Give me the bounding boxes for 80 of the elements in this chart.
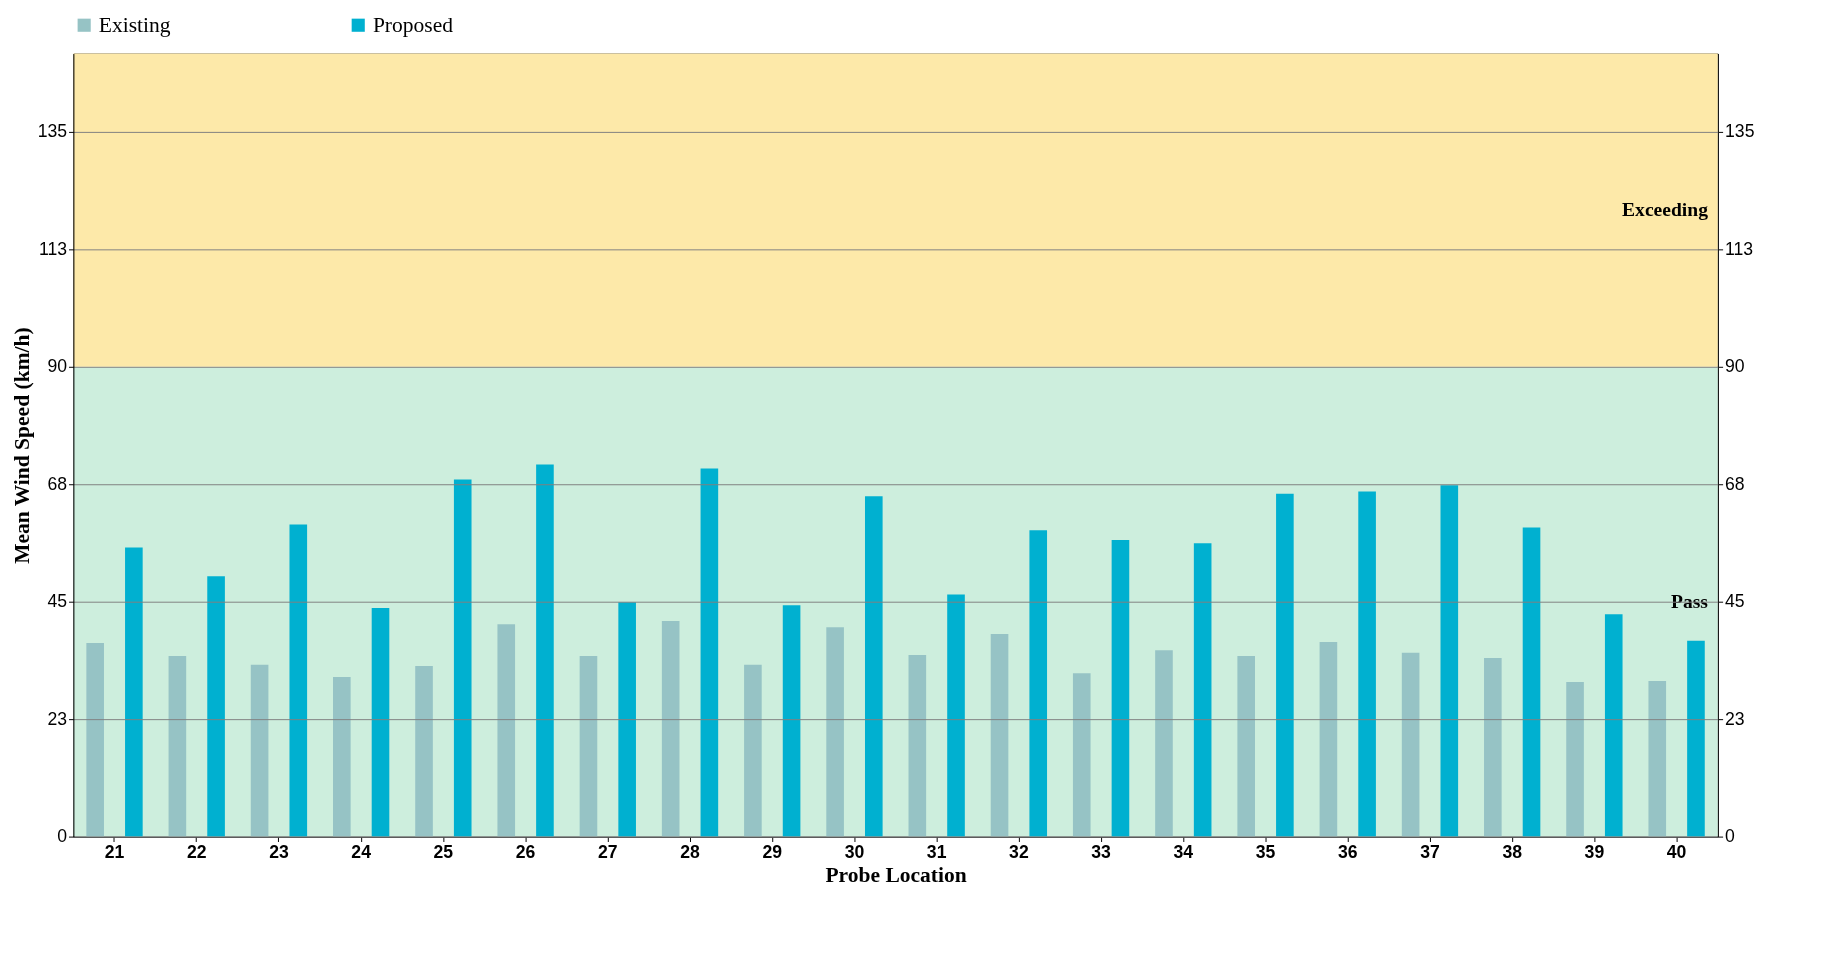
bar [207,576,225,837]
bar [1566,682,1584,837]
bar [1401,652,1420,837]
bar [1276,493,1294,837]
x-tick-label: 26 [515,841,536,862]
x-tick-label: 38 [1502,841,1523,862]
y-tick-label: 68 [47,473,68,494]
bar [1484,658,1502,837]
bar [782,605,801,837]
x-tick-label: 39 [1584,841,1605,862]
bar [1155,650,1173,837]
y-tick-label: 0 [57,825,68,846]
bar [1029,530,1048,837]
bar [125,547,143,837]
bar [1687,640,1705,837]
y2-tick-label: 68 [1725,473,1745,494]
bar [415,665,433,837]
bar [618,602,636,837]
x-tick-label: 25 [433,841,454,862]
bar [168,656,187,837]
bar [990,634,1009,837]
legend-label: Existing [98,13,171,38]
x-axis-title: Probe Location [825,863,967,888]
bar [453,479,472,837]
bar [744,664,762,837]
y2-tick-label: 113 [1725,238,1754,259]
x-tick-label: 30 [844,841,865,862]
bar [661,621,680,837]
bar [536,464,554,837]
y2-tick-label: 0 [1725,825,1736,846]
x-tick-label: 22 [186,841,207,862]
y2-tick-label: 135 [1725,121,1755,142]
bar [864,496,883,837]
bar [1604,614,1623,837]
bar [1319,641,1338,837]
y-tick-label: 45 [47,591,68,612]
bar [333,676,351,837]
bar [1072,673,1091,837]
bar [1111,540,1130,837]
x-tick-label: 28 [680,841,701,862]
x-tick-label: 24 [351,841,372,862]
x-tick-label: 35 [1255,841,1276,862]
x-tick-label: 34 [1173,841,1194,862]
bar [497,624,516,837]
band-label: Pass [1670,590,1709,612]
bar [1237,656,1255,837]
band-label: Exceeding [1622,199,1709,221]
y-axis-title: Mean Wind Speed (km/h) [9,327,34,564]
bar [826,627,844,837]
bar [1193,543,1212,837]
x-tick-label: 33 [1091,841,1112,862]
x-tick-label: 23 [269,841,289,862]
y2-tick-label: 45 [1725,591,1745,612]
bar [1358,491,1376,837]
bar [579,656,598,837]
y-tick-label: 90 [47,356,68,377]
x-tick-label: 31 [926,841,947,862]
bar [1522,527,1541,837]
y-tick-label: 113 [38,238,68,259]
y2-tick-label: 90 [1725,356,1745,377]
bar [908,654,927,837]
y-tick-label: 23 [47,708,68,729]
bar [947,594,965,837]
bar [250,664,269,837]
x-tick-label: 32 [1009,841,1029,862]
bar [1440,485,1459,837]
x-tick-label: 29 [762,841,783,862]
x-tick-label: 40 [1666,841,1687,862]
x-tick-label: 21 [104,841,125,862]
x-tick-label: 36 [1337,841,1358,862]
x-tick-label: 27 [598,841,618,862]
bar [1648,681,1667,837]
y-tick-label: 135 [37,121,68,142]
bar [289,524,308,837]
bar [86,642,104,837]
y2-tick-label: 23 [1725,708,1745,729]
x-tick-label: 37 [1420,841,1440,862]
bar [371,607,390,837]
legend-label: Proposed [372,13,454,38]
bar [700,468,719,837]
